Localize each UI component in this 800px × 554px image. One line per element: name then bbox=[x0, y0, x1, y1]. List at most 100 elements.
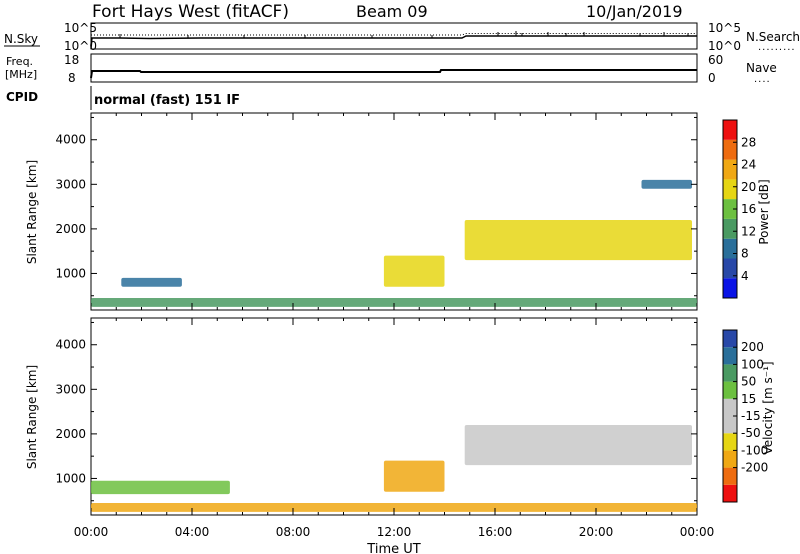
velocity-colorbar-segment bbox=[723, 467, 737, 485]
velocity-region-3 bbox=[383, 460, 445, 492]
power-colorbar-tick-label: 24 bbox=[741, 158, 756, 172]
beam-title: Beam 09 bbox=[356, 2, 428, 21]
velocity-x-axis: 00:00 04:00 08:00 12:00 16:00 20:00 00:00 bbox=[74, 318, 715, 539]
x-tick-label: 00:00 bbox=[680, 525, 715, 539]
velocity-colorbar-tick-label: 200 bbox=[741, 340, 764, 354]
velocity-y-tick-label: 2000 bbox=[55, 427, 86, 441]
power-colorbar-segment bbox=[723, 179, 737, 200]
noise-right-label: N.Search bbox=[746, 30, 800, 44]
velocity-colorbar-segment bbox=[723, 381, 737, 399]
velocity-colorbar-segment bbox=[723, 416, 737, 434]
power-colorbar-tick-label: 12 bbox=[741, 224, 756, 238]
noise-search-trace bbox=[91, 33, 697, 36]
power-region-2 bbox=[121, 277, 182, 287]
power-colorbar-tick-label: 20 bbox=[741, 180, 756, 194]
nave-tick-bottom: 0 bbox=[708, 71, 716, 85]
velocity-colorbar-tick-label: 100 bbox=[741, 357, 764, 371]
power-region-4 bbox=[464, 220, 692, 261]
station-title: Fort Hays West (fitACF) bbox=[92, 2, 289, 22]
velocity-colorbar-segment bbox=[723, 433, 737, 451]
power-x-axis bbox=[90, 113, 698, 310]
velocity-colorbar-tick-label: -100 bbox=[741, 443, 768, 457]
power-colorbar-tick-label: 16 bbox=[741, 202, 756, 216]
time-axis-label: Time UT bbox=[366, 542, 420, 554]
frequency-trace bbox=[90, 69, 697, 79]
power-colorbar-segment bbox=[723, 238, 737, 259]
frequency-panel: Freq. [MHz] 18 8 Nave .... 60 0 bbox=[5, 53, 777, 85]
power-colorbar-label: Power [dB] bbox=[757, 179, 771, 244]
velocity-region-1 bbox=[91, 503, 697, 512]
noise-sky-trace bbox=[90, 35, 697, 50]
date-title: 10/Jan/2019 bbox=[586, 2, 683, 21]
velocity-y-axis-label: Slant Range [km] bbox=[25, 365, 39, 469]
power-colorbar-segment bbox=[723, 139, 737, 160]
power-y-axis-label: Slant Range [km] bbox=[25, 160, 39, 264]
velocity-colorbar-segment bbox=[723, 347, 737, 365]
x-tick-label: 12:00 bbox=[377, 525, 412, 539]
velocity-region-2 bbox=[91, 480, 230, 495]
velocity-echo-regions bbox=[91, 425, 697, 512]
noise-spikes bbox=[119, 31, 689, 38]
nave-tick-top: 60 bbox=[708, 53, 723, 67]
power-colorbar-tick-label: 4 bbox=[741, 269, 749, 283]
noise-left-tick-top: 10^5 bbox=[64, 21, 97, 35]
velocity-colorbar-tick-label: 15 bbox=[741, 392, 756, 406]
velocity-colorbar-segment bbox=[723, 450, 737, 468]
power-echo-regions bbox=[91, 179, 697, 307]
velocity-y-tick-label: 1000 bbox=[55, 471, 86, 485]
velocity-colorbar-tick-label: -50 bbox=[741, 426, 761, 440]
velocity-colorbar: 200 100 50 15 -15 -50 -100 -200 bbox=[722, 329, 768, 503]
power-y-tick-label: 3000 bbox=[55, 177, 86, 191]
velocity-colorbar-label: Velocity [m s⁻¹] bbox=[761, 361, 775, 454]
x-tick-label: 00:00 bbox=[74, 525, 109, 539]
power-colorbar-tick-label: 8 bbox=[741, 247, 749, 261]
power-colorbar-segment bbox=[723, 258, 737, 279]
nave-marker: .... bbox=[754, 74, 771, 85]
cpid-label: CPID bbox=[6, 90, 38, 104]
noise-right-tick-bottom: 10^0 bbox=[708, 39, 741, 53]
power-colorbar-segment bbox=[723, 218, 737, 239]
freq-tick-top: 18 bbox=[64, 53, 79, 67]
velocity-region-4 bbox=[464, 425, 692, 466]
velocity-y-tick-label: 4000 bbox=[55, 338, 86, 352]
power-region-3 bbox=[383, 255, 445, 287]
power-colorbar: 4 8 12 16 20 24 28 bbox=[722, 119, 756, 299]
velocity-colorbar-segment bbox=[723, 364, 737, 382]
x-tick-label: 16:00 bbox=[478, 525, 513, 539]
power-region-5 bbox=[641, 179, 692, 189]
power-region-1 bbox=[91, 298, 697, 307]
noise-right-tick-top: 10^5 bbox=[708, 21, 741, 35]
power-y-tick-label: 4000 bbox=[55, 133, 86, 147]
x-tick-label: 20:00 bbox=[579, 525, 614, 539]
velocity-colorbar-tick-label: 50 bbox=[741, 375, 756, 389]
velocity-panel: 1000 2000 3000 4000 00:00 04:00 08:00 12:00 16:… bbox=[25, 317, 775, 554]
velocity-colorbar-segment bbox=[723, 330, 737, 348]
power-panel: 1000 2000 3000 4000 Slant Range [km] 4 8 12 16… bbox=[25, 112, 771, 311]
x-tick-label: 04:00 bbox=[175, 525, 210, 539]
velocity-colorbar-segment bbox=[723, 398, 737, 416]
velocity-colorbar-segment bbox=[723, 484, 737, 502]
power-colorbar-segment bbox=[723, 199, 737, 219]
power-colorbar-segment bbox=[723, 278, 737, 298]
nave-label: Nave bbox=[746, 61, 777, 75]
noise-left-tick-bottom: 10^0 bbox=[64, 39, 97, 53]
power-y-tick-label: 2000 bbox=[55, 222, 86, 236]
power-y-axis: 1000 2000 3000 4000 bbox=[55, 116, 697, 297]
x-tick-label: 08:00 bbox=[276, 525, 311, 539]
power-colorbar-segment bbox=[723, 159, 737, 180]
velocity-colorbar-tick-label: -200 bbox=[741, 461, 768, 475]
freq-unit-label: [MHz] bbox=[5, 68, 37, 81]
freq-label: Freq. bbox=[6, 55, 33, 68]
freq-tick-bottom: 8 bbox=[68, 71, 76, 85]
noise-panel: N.Sky 10^5 10^0 N.Search ......... 10^5 … bbox=[4, 21, 800, 53]
velocity-y-axis: 1000 2000 3000 4000 bbox=[55, 321, 697, 502]
power-y-tick-label: 1000 bbox=[55, 266, 86, 280]
velocity-y-tick-label: 3000 bbox=[55, 382, 86, 396]
noise-left-label: N.Sky bbox=[4, 32, 38, 46]
power-colorbar-segment bbox=[723, 120, 737, 140]
cpid-value: normal (fast) 151 IF bbox=[94, 93, 240, 108]
noise-right-marker: ......... bbox=[758, 42, 796, 53]
power-colorbar-tick-label: 28 bbox=[741, 135, 756, 149]
velocity-colorbar-tick-label: -15 bbox=[741, 409, 761, 423]
